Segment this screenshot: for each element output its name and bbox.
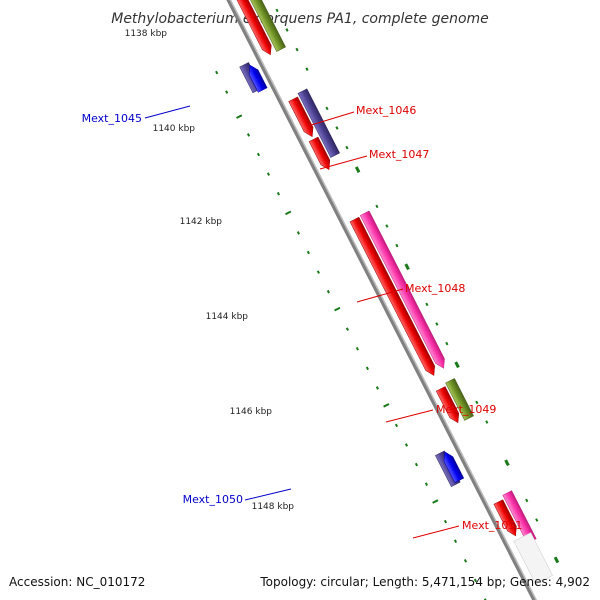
gene-label-text[interactable]: Mext_1051 (462, 519, 522, 532)
gene-mext-1051-pink[interactable] (502, 490, 537, 544)
gene-label-mext-1051[interactable]: Mext_1051 (412, 519, 522, 539)
tick-label-1138: 1138 kbp (125, 29, 168, 39)
gene-label-mext-1049[interactable]: Mext_1049 (385, 403, 496, 423)
tick-label-1144: 1144 kbp (206, 312, 249, 322)
leader-line (144, 105, 191, 119)
gene-mext-1050[interactable] (440, 450, 465, 483)
gene-label-mext-1046[interactable]: Mext_1046 (307, 104, 416, 127)
leader-line (307, 111, 355, 127)
gene-label-mext-1048[interactable]: Mext_1048 (356, 282, 465, 303)
gene-label-text[interactable]: Mext_1046 (356, 104, 416, 117)
leader-line (319, 155, 368, 170)
tick-label-1148: 1148 kbp (252, 502, 295, 512)
leader-line (244, 488, 292, 501)
gene-mext-1045[interactable] (246, 63, 268, 93)
gene-top-olive[interactable] (240, 0, 286, 52)
gene-mext-1051[interactable] (493, 499, 520, 538)
leader-line (385, 409, 434, 423)
leader-line (356, 288, 404, 303)
tick-ring-inner (215, 70, 488, 600)
gene-label-text[interactable]: Mext_1048 (405, 282, 465, 295)
gene-mext-1046[interactable] (288, 96, 317, 139)
gene-mext-1049-olive[interactable] (445, 378, 474, 421)
map-title: Methylobacterium extorquens PA1, complet… (111, 11, 489, 27)
tick-label-1146: 1146 kbp (230, 407, 273, 417)
gene-label-mext-1045[interactable]: Mext_1045 (82, 105, 191, 125)
genome-stats-text: Topology: circular; Length: 5,471,154 bp… (260, 575, 590, 589)
gene-label-text[interactable]: Mext_1047 (369, 148, 429, 161)
gene-mext-1048[interactable] (349, 216, 438, 377)
gene-label-text[interactable]: Mext_1045 (82, 112, 142, 125)
sequence-backbone (215, 0, 560, 600)
tick-ring-outer (275, 8, 560, 564)
gene-mext-1049[interactable] (435, 386, 462, 425)
gene-mext-1047-red[interactable] (308, 136, 333, 172)
tick-label-1142: 1142 kbp (180, 217, 223, 227)
gene-label-mext-1050[interactable]: Mext_1050 (183, 488, 292, 506)
gene-bottom-white (513, 532, 553, 585)
gene-top-red[interactable] (230, 0, 275, 57)
tick-label-1140: 1140 kbp (153, 124, 196, 134)
gene-label-text[interactable]: Mext_1050 (183, 493, 243, 506)
gene-label-text[interactable]: Mext_1049 (436, 403, 496, 416)
gene-label-mext-1047[interactable]: Mext_1047 (319, 148, 429, 170)
accession-text: Accession: NC_010172 (9, 575, 146, 589)
leader-line (412, 525, 460, 539)
